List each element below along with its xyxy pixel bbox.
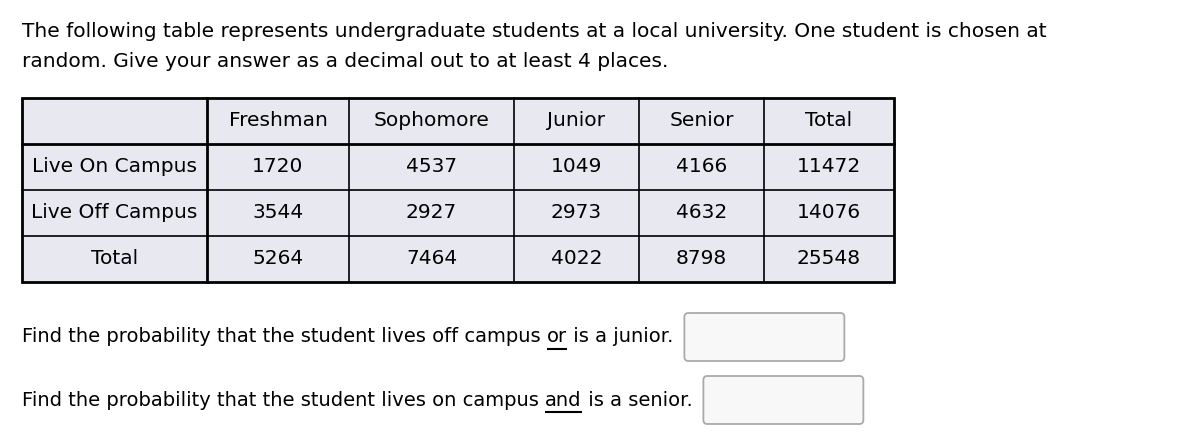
Text: Live Off Campus: Live Off Campus [31, 204, 198, 223]
Text: Total: Total [91, 250, 138, 268]
Text: 3544: 3544 [252, 204, 304, 223]
Text: 2973: 2973 [551, 204, 602, 223]
Bar [349, 236, 514, 282]
Text: Find the probability that the student lives on campus: Find the probability that the student li… [22, 391, 545, 410]
Bar [22, 144, 208, 190]
Bar [208, 144, 349, 190]
Text: 8798: 8798 [676, 250, 727, 268]
Text: 2927: 2927 [406, 204, 457, 223]
Text: Sophomore: Sophomore [373, 112, 490, 131]
Bar [349, 98, 514, 144]
Text: 4166: 4166 [676, 158, 727, 177]
Text: Live On Campus: Live On Campus [32, 158, 197, 177]
Bar [208, 190, 349, 236]
FancyBboxPatch shape [684, 313, 845, 361]
Text: is a junior.: is a junior. [568, 328, 673, 346]
Text: 11472: 11472 [797, 158, 862, 177]
Bar [640, 144, 764, 190]
Bar [22, 190, 208, 236]
Bar [764, 144, 894, 190]
Bar [208, 236, 349, 282]
Bar [22, 98, 894, 282]
Bar [764, 98, 894, 144]
Bar [514, 190, 640, 236]
Bar [640, 236, 764, 282]
Text: Junior: Junior [547, 112, 606, 131]
Text: and: and [545, 391, 582, 410]
Text: Total: Total [805, 112, 852, 131]
Text: 7464: 7464 [406, 250, 457, 268]
FancyBboxPatch shape [703, 376, 863, 424]
Bar [514, 98, 640, 144]
Text: Freshman: Freshman [228, 112, 328, 131]
Text: is a senior.: is a senior. [582, 391, 692, 410]
Bar [22, 236, 208, 282]
Bar [514, 236, 640, 282]
Bar [349, 144, 514, 190]
Bar [514, 144, 640, 190]
Text: 1049: 1049 [551, 158, 602, 177]
Text: random. Give your answer as a decimal out to at least 4 places.: random. Give your answer as a decimal ou… [22, 52, 668, 71]
Bar [22, 98, 208, 144]
Bar [349, 190, 514, 236]
Text: or: or [547, 328, 568, 346]
Bar [764, 190, 894, 236]
Bar [640, 98, 764, 144]
Text: 1720: 1720 [252, 158, 304, 177]
Bar [208, 98, 349, 144]
Bar [640, 190, 764, 236]
Text: Find the probability that the student lives off campus: Find the probability that the student li… [22, 328, 547, 346]
Text: Senior: Senior [670, 112, 733, 131]
Text: The following table represents undergraduate students at a local university. One: The following table represents undergrad… [22, 22, 1046, 41]
Text: 14076: 14076 [797, 204, 862, 223]
Text: 5264: 5264 [252, 250, 304, 268]
Text: 4537: 4537 [406, 158, 457, 177]
Bar [764, 236, 894, 282]
Text: 25548: 25548 [797, 250, 862, 268]
Text: 4632: 4632 [676, 204, 727, 223]
Text: 4022: 4022 [551, 250, 602, 268]
